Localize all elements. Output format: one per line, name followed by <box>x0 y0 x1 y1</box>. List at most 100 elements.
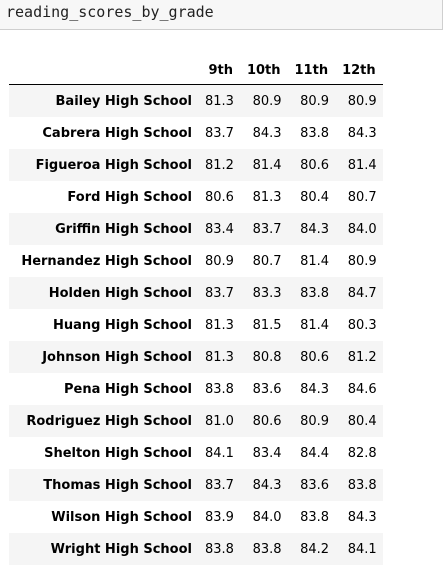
row-index-label: Ford High School <box>67 189 192 205</box>
table-cell: 80.6 <box>300 157 330 173</box>
table-cell: 83.6 <box>300 477 330 493</box>
table-cell: 84.3 <box>347 509 377 525</box>
table-row: Ford High School 80.6 81.3 80.4 80.7 <box>9 181 383 213</box>
table-body: Bailey High School 81.3 80.9 80.9 80.9 Cabrer… <box>9 84 383 565</box>
table-cell: 80.6 <box>205 189 234 205</box>
table-cell: 81.3 <box>205 349 234 365</box>
row-index-label: Griffin High School <box>55 221 192 237</box>
table-cell: 81.2 <box>205 157 234 173</box>
table-cell: 81.4 <box>300 317 330 333</box>
table-cell: 81.3 <box>205 317 234 333</box>
table-row: Wright High School 83.8 83.8 84.2 84.1 <box>9 533 383 565</box>
code-cell-text: reading_scores_by_grade <box>6 3 214 21</box>
table-cell: 83.7 <box>205 125 234 141</box>
row-index-label: Cabrera High School <box>42 125 192 141</box>
table-row: Holden High School 83.7 83.3 83.8 84.7 <box>9 277 383 309</box>
dataframe-table: 9th 10th 11th 12th Bailey High School 81.… <box>9 56 383 565</box>
table-cell: 83.8 <box>300 509 330 525</box>
column-header: 11th <box>287 56 336 85</box>
row-index-label: Pena High School <box>64 381 192 397</box>
table-cell: 83.9 <box>205 509 234 525</box>
table-cell: 84.6 <box>347 381 377 397</box>
table-cell: 81.4 <box>347 157 377 173</box>
table-cell: 81.3 <box>252 189 282 205</box>
table-cell: 80.8 <box>252 349 282 365</box>
table-row: Johnson High School 81.3 80.8 80.6 81.2 <box>9 341 383 373</box>
table-row: Griffin High School 83.4 83.7 84.3 84.0 <box>9 213 383 245</box>
table-cell: 80.3 <box>347 317 377 333</box>
row-index-label: Holden High School <box>48 285 192 301</box>
table-cell: 83.4 <box>205 221 234 237</box>
table-cell: 83.8 <box>205 381 234 397</box>
table-cell: 80.4 <box>347 413 377 429</box>
table-cell: 84.1 <box>347 541 377 557</box>
table-cell: 83.7 <box>205 285 234 301</box>
table-header: 9th 10th 11th 12th <box>9 56 383 85</box>
table-cell: 84.3 <box>252 477 282 493</box>
table-cell: 80.9 <box>347 253 377 269</box>
table-cell: 83.8 <box>205 541 234 557</box>
table-cell: 81.2 <box>347 349 377 365</box>
row-index-label: Johnson High School <box>42 349 192 365</box>
table-cell: 80.4 <box>300 189 330 205</box>
table-cell: 84.7 <box>347 285 377 301</box>
row-index-label: Hernandez High School <box>21 253 192 269</box>
table-row: Thomas High School 83.7 84.3 83.6 83.8 <box>9 469 383 501</box>
table-cell: 81.4 <box>300 253 330 269</box>
column-header: 10th <box>239 56 288 85</box>
column-header: 12th <box>335 56 383 85</box>
table-cell: 80.9 <box>300 93 330 109</box>
table-cell: 84.2 <box>300 541 330 557</box>
column-header: 9th <box>199 56 240 85</box>
table-cell: 80.6 <box>300 349 330 365</box>
table-row: Bailey High School 81.3 80.9 80.9 80.9 <box>9 84 383 117</box>
table-row: Huang High School 81.3 81.5 81.4 80.3 <box>9 309 383 341</box>
row-index-label: Bailey High School <box>55 93 192 109</box>
table-cell: 80.7 <box>347 189 377 205</box>
table-cell: 80.7 <box>252 253 282 269</box>
table-cell: 84.0 <box>347 221 377 237</box>
table-cell: 80.9 <box>205 253 234 269</box>
table-row: Rodriguez High School 81.0 80.6 80.9 80.4 <box>9 405 383 437</box>
table-cell: 84.4 <box>300 445 330 461</box>
table-cell: 81.5 <box>252 317 282 333</box>
table-row: Wilson High School 83.9 84.0 83.8 84.3 <box>9 501 383 533</box>
table-cell: 83.6 <box>252 381 282 397</box>
row-index-label: Rodriguez High School <box>26 413 192 429</box>
table-cell: 84.1 <box>205 445 234 461</box>
output-area: 9th 10th 11th 12th Bailey High School 81.… <box>9 56 383 565</box>
row-index-label: Wright High School <box>50 541 192 557</box>
row-index-label: Wilson High School <box>51 509 192 525</box>
table-row: Figueroa High School 81.2 81.4 80.6 81.4 <box>9 149 383 181</box>
table-cell: 83.8 <box>300 125 330 141</box>
code-cell[interactable]: reading_scores_by_grade <box>0 0 443 30</box>
table-cell: 83.4 <box>252 445 282 461</box>
table-cell: 84.3 <box>347 125 377 141</box>
table-cell: 84.3 <box>252 125 282 141</box>
row-index-label: Figueroa High School <box>35 157 192 173</box>
table-cell: 83.8 <box>347 477 377 493</box>
table-cell: 83.8 <box>300 285 330 301</box>
table-row: Shelton High School 84.1 83.4 84.4 82.8 <box>9 437 383 469</box>
table-cell: 83.8 <box>252 541 282 557</box>
table-row: Pena High School 83.8 83.6 84.3 84.6 <box>9 373 383 405</box>
table-cell: 83.7 <box>205 477 234 493</box>
table-cell: 80.9 <box>252 93 282 109</box>
table-cell: 83.3 <box>252 285 282 301</box>
row-index-label: Huang High School <box>52 317 192 333</box>
table-cell: 81.3 <box>205 93 234 109</box>
table-cell: 83.7 <box>252 221 282 237</box>
table-row: Cabrera High School 83.7 84.3 83.8 84.3 <box>9 117 383 149</box>
table-cell: 84.3 <box>300 381 330 397</box>
table-cell: 81.4 <box>252 157 282 173</box>
table-cell: 80.9 <box>300 413 330 429</box>
table-cell: 82.8 <box>347 445 377 461</box>
table-cell: 80.9 <box>347 93 377 109</box>
header-row: 9th 10th 11th 12th <box>9 56 383 85</box>
row-index-label: Thomas High School <box>43 477 192 493</box>
table-cell: 81.0 <box>205 413 234 429</box>
row-index-label: Shelton High School <box>44 445 192 461</box>
table-row: Hernandez High School 80.9 80.7 81.4 80.9 <box>9 245 383 277</box>
table-cell: 84.3 <box>300 221 330 237</box>
table-cell: 80.6 <box>252 413 282 429</box>
